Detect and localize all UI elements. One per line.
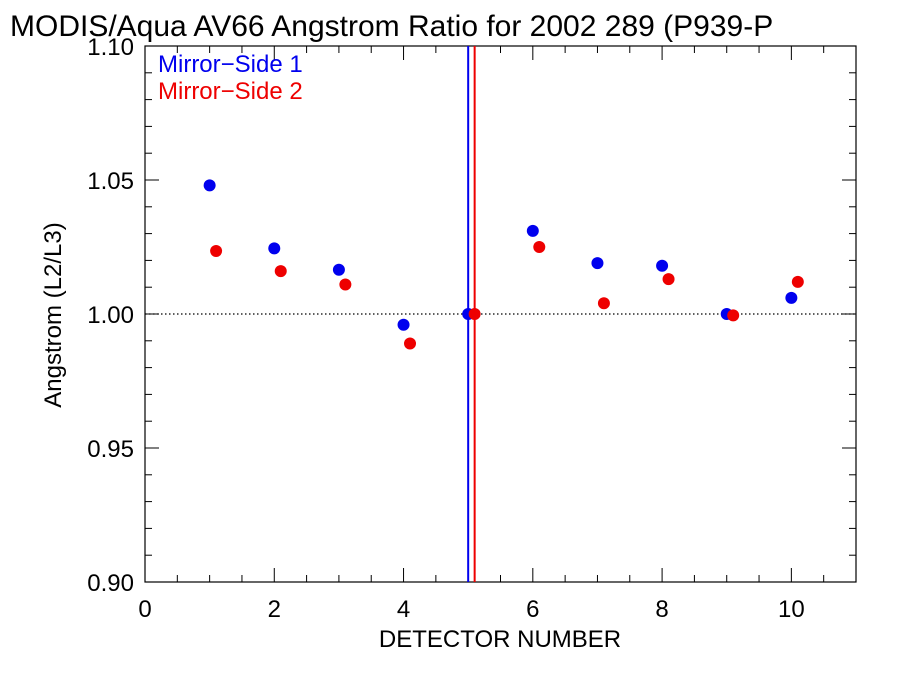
y-tick-label: 1.00	[87, 302, 134, 329]
series-2-point	[339, 278, 352, 291]
y-tick-label: 0.90	[87, 570, 134, 597]
x-tick-label: 6	[526, 596, 539, 623]
x-tick-label: 10	[778, 596, 805, 623]
series-1-point	[591, 257, 604, 270]
series-1-point	[332, 263, 345, 276]
x-tick-label: 2	[268, 596, 281, 623]
x-tick-label: 8	[655, 596, 668, 623]
series-2-point	[533, 241, 546, 253]
series-1-point	[397, 318, 410, 331]
series-1-point	[526, 224, 539, 237]
series-2-point	[662, 273, 675, 286]
series-2-point	[727, 309, 740, 322]
series-1-point	[785, 291, 798, 304]
x-tick-label: 4	[397, 596, 410, 623]
y-tick-label: 0.95	[87, 436, 134, 463]
reference-lines	[145, 46, 856, 582]
legend-item-series-1: Mirror−Side 1	[158, 51, 303, 78]
x-axis-label: DETECTOR NUMBER	[379, 626, 621, 653]
y-axis-label: Angstrom (L2/L3)	[40, 222, 67, 407]
y-axis-ticks: 0.90 0.95 1.00 1.05 1.10	[87, 34, 856, 597]
x-tick-label: 0	[138, 596, 151, 623]
y-tick-label: 1.10	[87, 34, 134, 61]
x-axis-ticks: 0 2 4 6 8 10	[138, 46, 857, 623]
series-1-point	[203, 179, 216, 192]
series-1-point	[268, 242, 281, 255]
series-2-point	[468, 308, 481, 320]
series-2-point	[597, 297, 610, 310]
series-1-point	[656, 259, 669, 272]
series-2-point	[791, 275, 804, 288]
data-points	[203, 179, 804, 350]
chart-title: MODIS/Aqua AV66 Angstrom Ratio for 2002 …	[10, 10, 773, 43]
legend-item-series-2: Mirror−Side 2	[158, 78, 303, 105]
series-2-point	[210, 245, 223, 258]
series-2-point	[274, 265, 287, 278]
y-tick-label: 1.05	[87, 168, 134, 195]
series-2-point	[404, 337, 417, 350]
